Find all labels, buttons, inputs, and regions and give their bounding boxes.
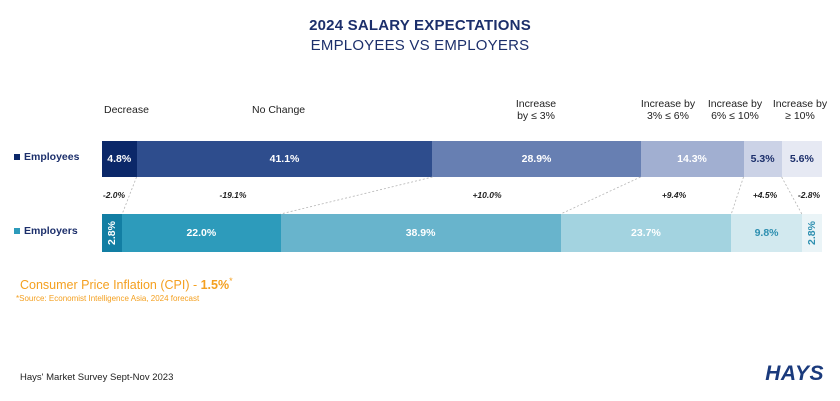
- connector-line: [560, 176, 641, 215]
- difference-label: -19.1%: [219, 190, 247, 200]
- bar-segment: 23.7%: [560, 214, 732, 252]
- legend-employees: Employees: [14, 151, 79, 163]
- bar-data-label: 38.9%: [405, 227, 436, 239]
- bar-data-label: 22.0%: [186, 227, 217, 239]
- category-header: Increase by 6% ≤ 10%: [707, 98, 763, 122]
- bar-data-label: 2.8%: [805, 221, 818, 245]
- difference-label: -2.8%: [797, 190, 821, 200]
- bar-segment: 9.8%: [731, 214, 802, 252]
- bar-segment: 22.0%: [122, 214, 281, 252]
- chart-title: 2024 SALARY EXPECTATIONS: [309, 17, 531, 34]
- difference-label: +9.4%: [661, 190, 687, 200]
- category-header: Decrease: [104, 104, 149, 116]
- connector-line: [730, 176, 744, 215]
- legend-swatch: [14, 154, 20, 160]
- bar-data-label: 14.3%: [677, 153, 707, 165]
- legend-swatch: [14, 228, 20, 234]
- bar-data-label: 5.3%: [750, 153, 775, 165]
- footer-text: Hays' Market Survey Sept-Nov 2023: [20, 372, 174, 383]
- bar-data-label: 4.8%: [107, 153, 132, 165]
- category-header: Increase by 3% ≤ 6%: [640, 98, 696, 122]
- cpi-label: Consumer Price Inflation (CPI) -: [20, 278, 201, 293]
- difference-label: +4.5%: [752, 190, 778, 200]
- cpi-value: 1.5%: [200, 278, 230, 293]
- bar-data-label: 9.8%: [754, 227, 779, 239]
- bar-segment: 41.1%: [136, 141, 433, 177]
- cpi-note: Consumer Price Inflation (CPI) - 1.5%*: [20, 276, 233, 292]
- bar-segment: 38.9%: [280, 214, 561, 252]
- bar-data-label: 28.9%: [521, 153, 552, 165]
- legend-label: Employers: [24, 225, 78, 237]
- hays-logo: HAYS: [765, 362, 824, 385]
- bar-data-label: 5.6%: [789, 153, 814, 165]
- bar-data-label: 2.8%: [106, 221, 119, 245]
- chart-subtitle: EMPLOYEES VS EMPLOYERS: [310, 37, 530, 54]
- legend-label: Employees: [24, 151, 80, 163]
- bar-segment: 4.8%: [102, 141, 137, 177]
- bar-segment: 28.9%: [432, 141, 641, 177]
- bar-segment: 2.8%: [102, 214, 123, 252]
- difference-label: +10.0%: [472, 190, 502, 200]
- category-header: No Change: [252, 104, 306, 116]
- connector-line: [280, 176, 433, 215]
- cpi-mark: *: [229, 276, 233, 286]
- category-header: Increase by ≥ 10%: [772, 98, 828, 122]
- bar-segment: 14.3%: [640, 141, 744, 177]
- bar-segment: 5.3%: [743, 141, 782, 177]
- category-header: Increase by ≤ 3%: [515, 98, 557, 122]
- source-note: *Source: Economist Intelligence Asia, 20…: [16, 294, 200, 303]
- difference-label: -2.0%: [102, 190, 126, 200]
- bar-segment: 2.8%: [801, 214, 822, 252]
- bar-data-label: 41.1%: [269, 153, 300, 165]
- bar-segment: 5.6%: [781, 141, 822, 177]
- bar-data-label: 23.7%: [631, 227, 661, 239]
- legend-employers: Employers: [14, 225, 78, 237]
